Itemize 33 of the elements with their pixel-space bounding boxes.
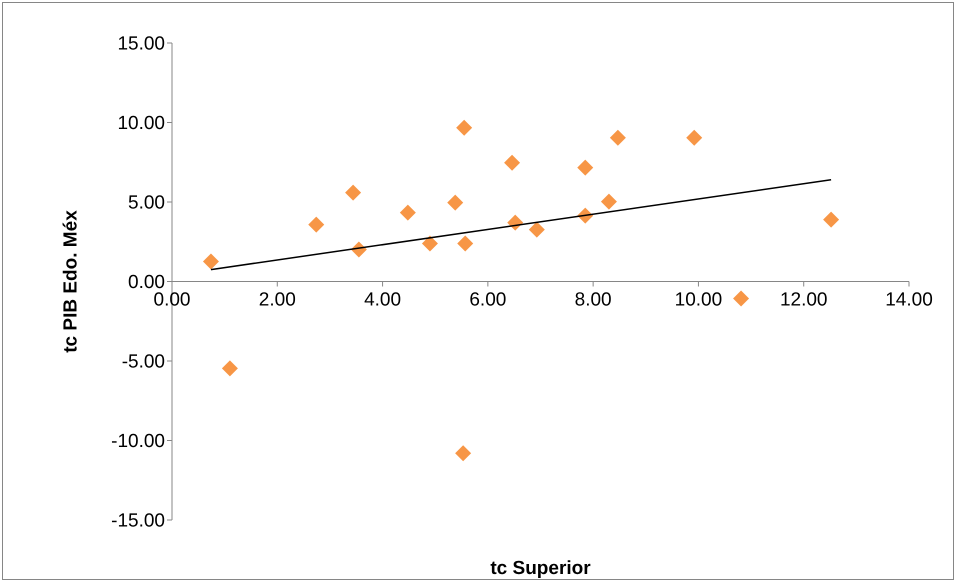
y-tick-label: 5.00 [128, 192, 165, 214]
point [202, 253, 219, 270]
point [422, 236, 438, 252]
x-tick-label: 14.00 [885, 290, 933, 310]
point [610, 130, 626, 146]
y-tick-label: -10.00 [111, 431, 165, 452]
point [447, 194, 464, 211]
x-tick-label: 4.00 [364, 290, 402, 310]
y-tick-label: -15.00 [111, 510, 165, 532]
x-tick-label: 8.00 [574, 290, 612, 310]
point [222, 360, 238, 376]
y-tick-label: -5.00 [122, 352, 165, 373]
point [686, 130, 702, 146]
point [823, 212, 840, 228]
point [577, 160, 594, 176]
point [455, 445, 472, 462]
x-tick-label: 6.00 [469, 290, 506, 310]
x-tick-label: 12.00 [780, 290, 828, 310]
y-axis-title: tc PIB Edo. Méx [60, 210, 82, 353]
point [400, 204, 416, 221]
point [600, 194, 617, 210]
point [457, 236, 474, 252]
x-axis-title: tc Superior [490, 558, 592, 579]
point [504, 154, 520, 171]
y-tick-label: 15.00 [117, 34, 165, 55]
point [456, 120, 472, 136]
point [733, 290, 750, 307]
point [308, 216, 324, 233]
y-tick-label: 10.00 [117, 113, 165, 134]
point [345, 184, 362, 201]
point [528, 222, 545, 238]
x-tick-label: 10.00 [674, 290, 722, 310]
x-tick-label: 2.00 [258, 290, 296, 310]
